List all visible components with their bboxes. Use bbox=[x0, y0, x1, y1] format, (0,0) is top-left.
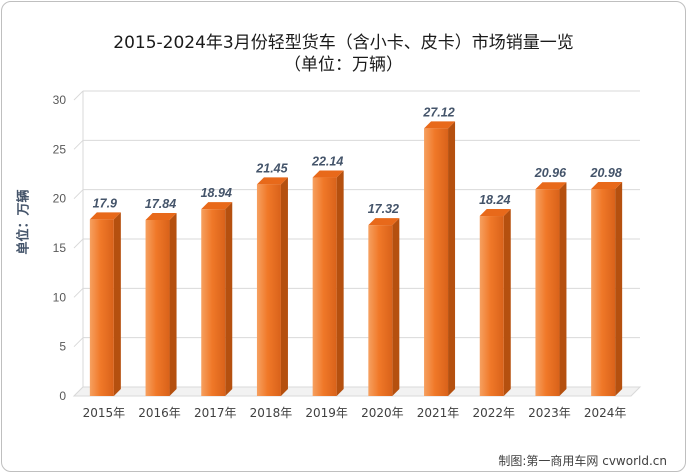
bar bbox=[145, 219, 170, 396]
data-label: 21.45 bbox=[255, 161, 288, 175]
bar-top bbox=[89, 212, 121, 220]
bar bbox=[201, 209, 226, 396]
bar-side bbox=[392, 218, 400, 396]
data-label: 18.24 bbox=[479, 193, 510, 207]
bar-side bbox=[615, 181, 623, 396]
y-tick-label: 5 bbox=[59, 340, 66, 354]
x-tick-label: 2022年 bbox=[472, 406, 515, 420]
chart-title: 2015-2024年3月份轻型货车（含小卡、皮卡）市场销量一览 bbox=[113, 33, 574, 53]
x-tick-label: 2024年 bbox=[584, 406, 627, 420]
data-label: 22.14 bbox=[311, 155, 343, 169]
bar-side bbox=[113, 212, 121, 396]
x-tick-label: 2016年 bbox=[138, 406, 181, 420]
bar-top bbox=[256, 177, 288, 185]
bar bbox=[89, 219, 114, 396]
x-tick-label: 2021年 bbox=[417, 406, 460, 420]
data-label: 17.9 bbox=[93, 196, 117, 210]
gridline-depth bbox=[73, 337, 84, 348]
bar-top bbox=[145, 212, 177, 220]
gridline-depth bbox=[73, 90, 84, 101]
x-tick-label: 2018年 bbox=[250, 406, 293, 420]
bar bbox=[591, 188, 616, 396]
gridline-depth bbox=[73, 238, 84, 249]
credit-text: 制图:第一商用车网 cvworld.cn bbox=[498, 454, 667, 468]
x-tick-label: 2015年 bbox=[83, 406, 126, 420]
x-tick-label: 2017年 bbox=[194, 406, 237, 420]
bar bbox=[535, 189, 560, 396]
bar-top bbox=[591, 181, 623, 189]
bar bbox=[312, 177, 337, 396]
bar-side bbox=[503, 209, 511, 396]
x-tick-label: 2020年 bbox=[361, 406, 404, 420]
y-tick-label: 0 bbox=[59, 389, 66, 403]
x-tick-label: 2019年 bbox=[305, 406, 348, 420]
bar bbox=[256, 184, 281, 396]
data-label: 18.94 bbox=[201, 186, 232, 200]
gridline-depth bbox=[73, 139, 84, 150]
bar-side bbox=[169, 212, 177, 396]
bar-side bbox=[336, 170, 344, 396]
bar-side bbox=[225, 202, 233, 396]
y-tick-label: 15 bbox=[53, 241, 67, 255]
bar-top bbox=[424, 121, 456, 129]
bar-side bbox=[448, 121, 456, 396]
bar-top bbox=[535, 182, 567, 190]
bar-top bbox=[368, 218, 400, 226]
data-label: 17.32 bbox=[368, 202, 399, 216]
data-label: 20.98 bbox=[590, 166, 622, 180]
bar-side bbox=[559, 182, 567, 396]
data-label: 20.96 bbox=[534, 166, 567, 180]
gridline-depth bbox=[73, 189, 84, 200]
data-label: 17.84 bbox=[145, 197, 176, 211]
bar-top bbox=[479, 209, 511, 217]
data-label: 27.12 bbox=[422, 105, 454, 119]
bar-top bbox=[201, 202, 233, 210]
bar bbox=[479, 216, 504, 396]
bar bbox=[424, 128, 449, 396]
bar-side bbox=[280, 177, 288, 396]
x-tick-label: 2023年 bbox=[528, 406, 571, 420]
gridline-depth bbox=[73, 287, 84, 298]
y-tick-label: 25 bbox=[53, 142, 67, 156]
bar bbox=[368, 225, 393, 396]
chart-subtitle: （单位：万辆） bbox=[284, 55, 403, 75]
y-tick-label: 10 bbox=[53, 290, 67, 304]
bar-top bbox=[312, 170, 344, 178]
y-tick-label: 20 bbox=[53, 192, 67, 206]
y-tick-label: 30 bbox=[53, 93, 67, 107]
